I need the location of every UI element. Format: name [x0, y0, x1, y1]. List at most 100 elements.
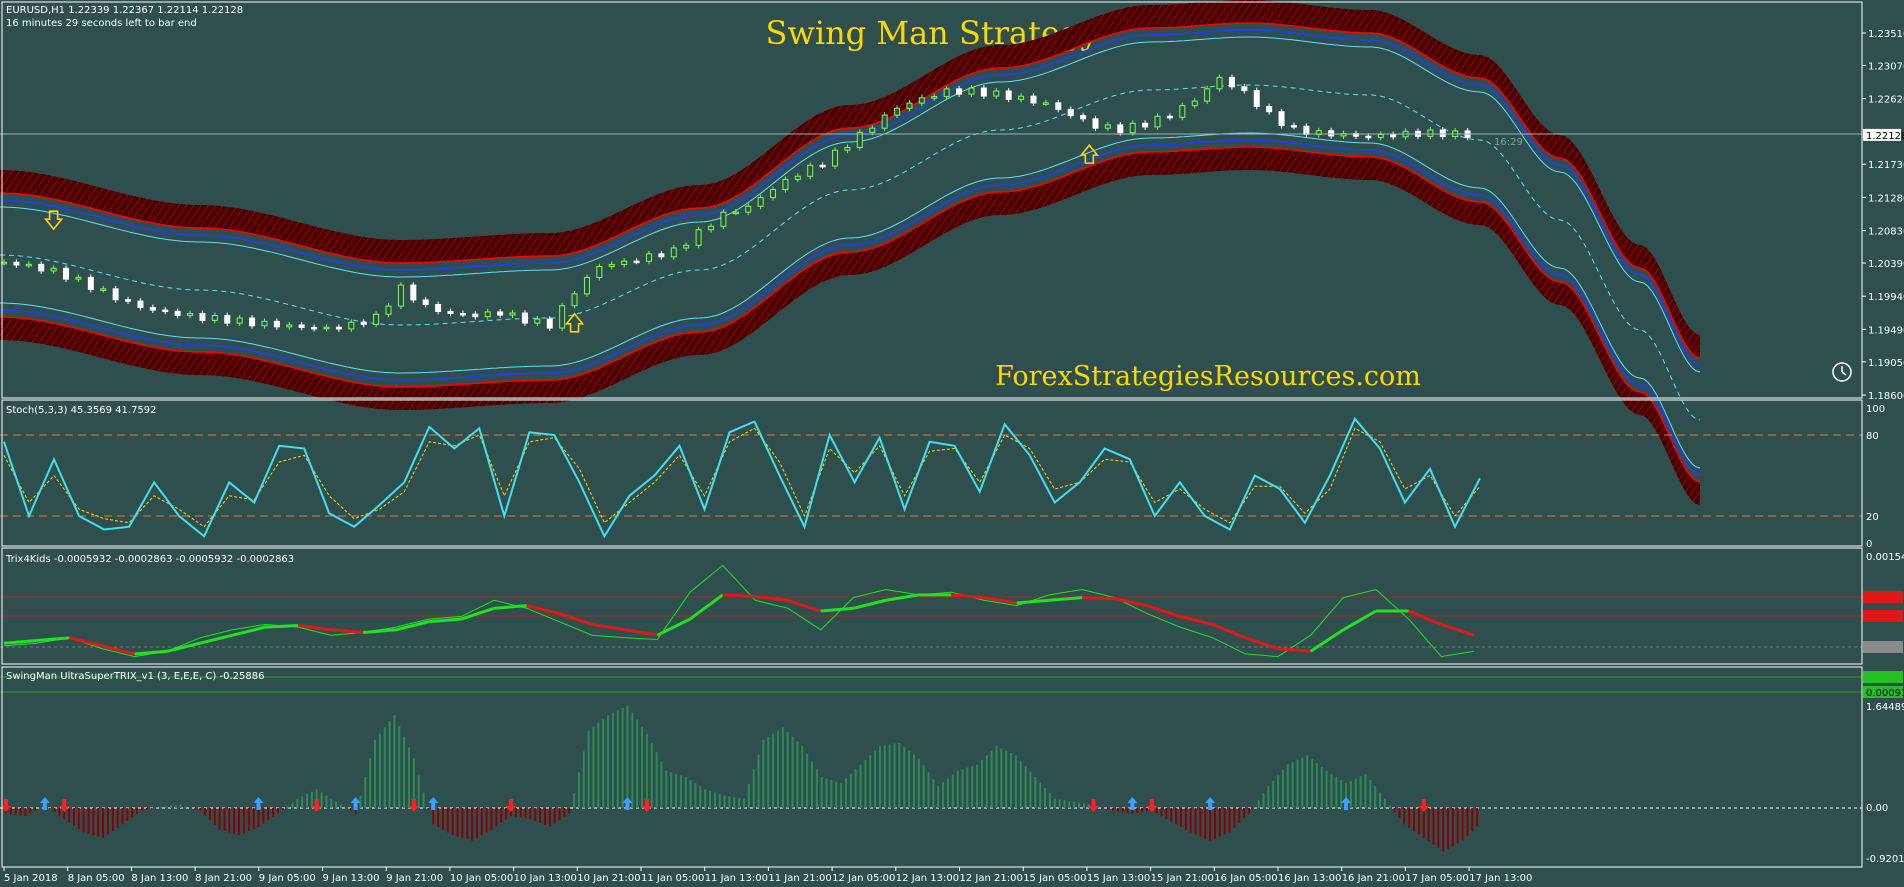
trix-signal-segment: [428, 617, 462, 624]
candle-body: [1266, 106, 1273, 113]
candle-body: [906, 102, 913, 109]
candle-body: [1303, 125, 1310, 135]
histogram-arrow-down: [1088, 799, 1099, 812]
time-tick-label: 11 Jan 21:00: [768, 873, 831, 884]
candle-body: [100, 288, 107, 291]
histogram-tick-label: 1.64489: [1866, 702, 1904, 713]
candle-body: [732, 211, 739, 215]
trix-signal-segment: [558, 612, 593, 626]
pane-gap: [0, 398, 1904, 400]
trix-tick-label: 0.001546: [1866, 552, 1904, 563]
trix-signal-segment: [1081, 596, 1115, 601]
histogram-arrow-up: [428, 797, 439, 810]
candle-body: [770, 189, 777, 199]
time-tick-label: 12 Jan 13:00: [896, 873, 959, 884]
trix-signal-segment: [1342, 609, 1377, 632]
candle-body: [1228, 76, 1235, 88]
stoch-title: Stoch(5,3,3) 45.3569 41.7592: [6, 405, 157, 416]
candle-body: [1018, 95, 1025, 100]
candle-body: [1377, 134, 1384, 138]
trix-signal-segment: [1244, 636, 1279, 651]
pane-frame: [1, 666, 1863, 868]
price-tick-label: 1.22620: [1868, 95, 1904, 106]
trix-signal-segment: [1016, 598, 1050, 605]
candle-body: [1278, 111, 1285, 127]
price-tick-label: 1.18600: [1868, 391, 1904, 402]
candle-body: [968, 87, 975, 95]
time-tick-label: 16 Jan 21:00: [1342, 873, 1405, 884]
candle-body: [1241, 86, 1248, 92]
trix-signal-segment: [755, 595, 789, 602]
stochastic-lines: [0, 416, 1862, 539]
price-tick-label: 1.20390: [1868, 259, 1904, 270]
stochastic-pane[interactable]: Stoch(5,3,3) 45.3569 41.7592 100 80 20 0: [0, 404, 1885, 550]
trix-signal-segment: [526, 604, 560, 616]
candle-body: [943, 88, 950, 98]
histogram-arrow-down: [1418, 799, 1429, 812]
price-axis: 1.23510 1.23070 1.22620 1.22128 1.21730 1.212…: [1862, 29, 1904, 402]
trix-signal-segment: [363, 628, 397, 634]
candle-body: [348, 321, 355, 330]
candle-body: [658, 253, 665, 258]
histogram-tick-label: 0.00: [1866, 803, 1888, 814]
watermark-text: ForexStrategiesResources.com: [995, 361, 1421, 392]
candle-body: [844, 147, 851, 151]
candle-body: [273, 320, 280, 328]
price-tick-label: 1.20830: [1868, 227, 1904, 238]
trix-signal-segment: [591, 622, 625, 632]
trix-value-marker: [1863, 591, 1903, 603]
candle-body: [1055, 102, 1062, 110]
time-tick-label: 10 Jan 05:00: [450, 873, 513, 884]
candle-body: [1290, 125, 1297, 128]
candle-body: [794, 175, 801, 180]
candle-body: [1427, 129, 1434, 137]
trix-signal-segment: [1212, 623, 1246, 640]
signal-arrow-up: [1079, 143, 1099, 164]
candle-body: [980, 87, 987, 97]
trix-axis: 0.001546 0.000911: [1863, 550, 1904, 699]
trix4kids-pane[interactable]: Trix4Kids -0.0005932 -0.0002863 -0.00059…: [0, 550, 1904, 699]
candle-body: [373, 313, 380, 325]
time-tick-label: 9 Jan 05:00: [259, 873, 316, 884]
trix-signal-segment: [101, 644, 136, 656]
swingman-histogram-pane[interactable]: SwingMan UltraSuperTRIX_v1 (3, E,E,E, C)…: [0, 671, 1904, 865]
trix-signal-segment: [820, 606, 854, 613]
trix-signal-segment: [624, 628, 658, 637]
candle-body: [571, 293, 578, 307]
price-tick-label: 1.19940: [1868, 292, 1904, 303]
trix-lines: [0, 564, 1862, 693]
current-price-marker: [1863, 128, 1901, 141]
candle-body: [1067, 108, 1074, 117]
histogram-arrow-down: [59, 799, 70, 812]
time-axis: 5 Jan 2018 8 Jan 05:00 8 Jan 13:00 8 Jan 21…: [3, 867, 1532, 884]
time-tick-label: 15 Jan 05:00: [1023, 873, 1086, 884]
time-tick-label: 5 Jan 2018: [4, 873, 58, 884]
price-pane[interactable]: EURUSD,H1 1.22339 1.22367 1.22114 1.2212…: [0, 0, 1904, 505]
trix-signal-segment: [1114, 597, 1148, 608]
candle-body: [869, 127, 876, 133]
candle-body: [521, 312, 528, 324]
time-tick-label: 8 Jan 21:00: [195, 873, 252, 884]
candle-body: [435, 304, 442, 312]
histogram-arrow-up: [350, 797, 361, 810]
candle-body: [1390, 134, 1397, 138]
candle-body: [1154, 115, 1161, 128]
trix-signal-segment: [1146, 604, 1181, 618]
candle-body: [286, 324, 293, 328]
candle-body: [224, 315, 231, 324]
candle-body: [832, 149, 839, 167]
candle-body: [559, 305, 566, 329]
pane-frame: [1, 399, 1863, 547]
candle-body: [484, 311, 491, 318]
candle-body: [720, 211, 727, 227]
histogram-arrow-down: [1146, 799, 1157, 812]
candle-body: [546, 318, 553, 329]
trix-signal-segment: [36, 636, 70, 643]
clock-icon[interactable]: [1832, 362, 1852, 382]
trix-signal-segment: [885, 593, 919, 602]
candle-body: [149, 307, 156, 311]
time-tick-label: 12 Jan 21:00: [960, 873, 1023, 884]
pane-frames: [1, 1, 1863, 868]
candle-body: [1104, 124, 1111, 129]
